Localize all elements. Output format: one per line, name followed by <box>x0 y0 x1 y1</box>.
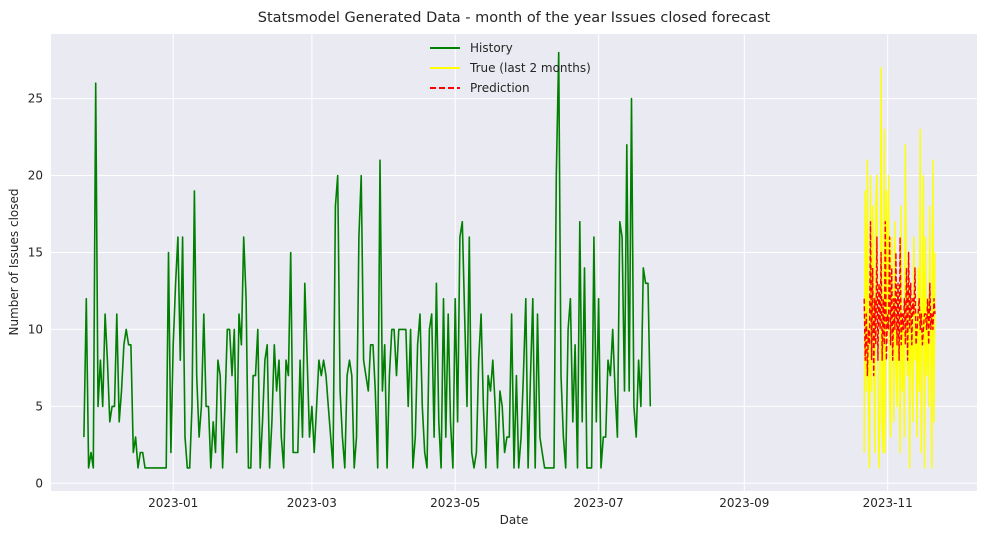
y-tick-label: 20 <box>28 169 43 183</box>
x-tick-label: 2023-03 <box>287 496 337 510</box>
y-tick-label: 15 <box>28 245 43 259</box>
series-line-true <box>863 67 936 469</box>
legend-history-label: History <box>470 41 513 55</box>
grid <box>51 34 977 491</box>
x-tick-label: 2023-05 <box>430 496 480 510</box>
y-tick-label: 10 <box>28 322 43 336</box>
legend-true-label: True (last 2 months) <box>469 61 591 75</box>
legend: History True (last 2 months) Prediction <box>430 41 591 95</box>
series-line-history <box>83 51 652 469</box>
x-tick-label: 2023-07 <box>574 496 624 510</box>
plot-background <box>51 34 977 491</box>
x-tick-label: 2023-11 <box>863 496 913 510</box>
legend-prediction-label: Prediction <box>470 81 530 95</box>
y-tick-label: 5 <box>35 399 43 413</box>
chart-title: Statsmodel Generated Data - month of the… <box>258 10 771 26</box>
x-tick-label: 2023-01 <box>148 496 198 510</box>
y-axis-label: Number of Issues closed <box>7 188 21 335</box>
y-tick-label: 0 <box>35 476 43 490</box>
series-line-prediction <box>863 220 936 377</box>
x-axis-label: Date <box>500 513 529 527</box>
x-tick-label: 2023-09 <box>719 496 769 510</box>
series-layer <box>83 51 936 469</box>
y-tick-label: 25 <box>28 92 43 106</box>
tick-labels: 0 5 10 15 20 25 2023-01 2023-03 2023-05 2023-07 20… <box>28 92 913 510</box>
